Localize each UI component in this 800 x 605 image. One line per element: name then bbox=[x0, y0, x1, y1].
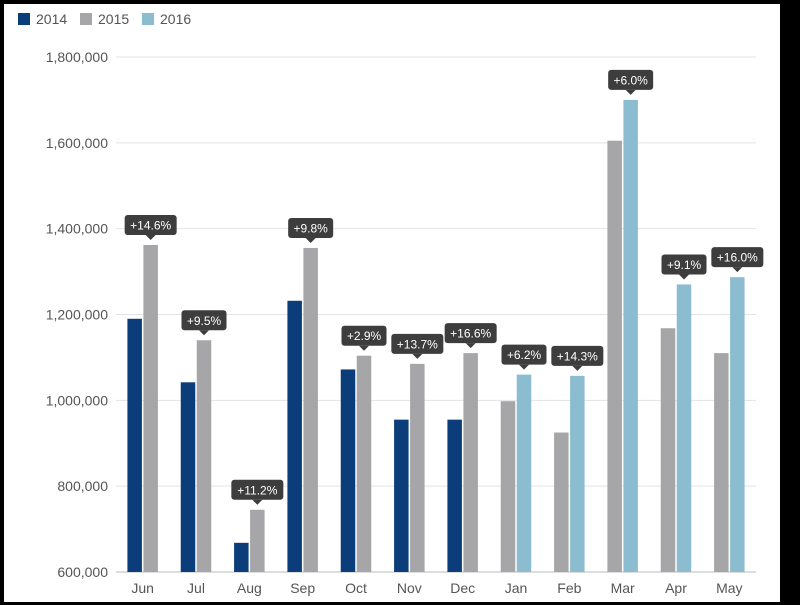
annotation-pointer bbox=[625, 89, 636, 95]
annotation-label: +14.3% bbox=[557, 349, 598, 363]
annotation-label: +9.1% bbox=[667, 258, 702, 272]
annotation-label: +6.2% bbox=[507, 348, 542, 362]
bar-oct-2015 bbox=[356, 355, 372, 572]
bar-feb-2015 bbox=[554, 432, 569, 572]
annotation-pointer bbox=[732, 267, 743, 273]
bar-apr-2015 bbox=[660, 328, 676, 572]
bar-jul-2014 bbox=[180, 382, 196, 572]
annotation-pointer bbox=[519, 364, 529, 370]
annotation-badge bbox=[711, 247, 764, 268]
x-tick-label: Sep bbox=[290, 580, 315, 596]
annotation-badge bbox=[444, 323, 497, 344]
bar-mar-2016 bbox=[623, 99, 638, 573]
annotation-pointer bbox=[305, 237, 316, 243]
y-tick-label: 1,600,000 bbox=[46, 135, 108, 151]
annotation-label: +9.8% bbox=[293, 221, 328, 235]
annotation-badge bbox=[608, 69, 654, 90]
legend-label-2015: 2015 bbox=[98, 11, 129, 27]
x-tick-label: Apr bbox=[665, 580, 687, 596]
y-tick-label: 800,000 bbox=[57, 478, 108, 494]
x-tick-label: Mar bbox=[611, 580, 635, 596]
y-tick-label: 600,000 bbox=[57, 564, 108, 580]
annotation-pointer bbox=[465, 343, 476, 349]
bar-jun-2014 bbox=[127, 318, 142, 572]
legend-label-2016: 2016 bbox=[160, 11, 191, 27]
x-tick-label: Oct bbox=[345, 580, 367, 596]
bar-nov-2014 bbox=[394, 419, 409, 572]
y-tick-label: 1,800,000 bbox=[46, 49, 108, 65]
bar-oct-2014 bbox=[340, 369, 356, 572]
bar-aug-2015 bbox=[250, 509, 265, 572]
x-tick-label: Dec bbox=[450, 580, 475, 596]
bar-jul-2015 bbox=[196, 340, 212, 572]
annotation-badge bbox=[231, 479, 284, 500]
annotation-pointer bbox=[199, 330, 209, 336]
annotation-label: +9.5% bbox=[187, 314, 222, 328]
bar-mar-2015 bbox=[607, 140, 622, 572]
annotation-badge bbox=[288, 217, 334, 238]
chart-panel: 600,000 800,000 1,000,000 1,200,000 1,400,00… bbox=[4, 4, 780, 602]
x-tick-label: Jun bbox=[131, 580, 154, 596]
bar-chart: 600,000 800,000 1,000,000 1,200,000 1,400,00… bbox=[18, 11, 764, 596]
annotation-label: +14.6% bbox=[130, 218, 171, 232]
bar-feb-2016 bbox=[570, 375, 585, 572]
annotation-label: +16.0% bbox=[717, 251, 758, 265]
legend-swatch bbox=[142, 13, 154, 25]
y-tick-label: 1,000,000 bbox=[46, 392, 108, 408]
annotation-label: +13.7% bbox=[397, 337, 438, 351]
bar-jan-2016 bbox=[516, 374, 532, 572]
y-tick-label: 1,400,000 bbox=[46, 221, 108, 237]
annotation-pointer bbox=[359, 345, 369, 351]
legend-label-2014: 2014 bbox=[36, 11, 67, 27]
y-tick-label: 1,200,000 bbox=[46, 307, 108, 323]
annotation-badge bbox=[661, 254, 707, 275]
annotation-badge bbox=[341, 325, 387, 346]
x-tick-label: Jul bbox=[187, 580, 205, 596]
annotation-badge bbox=[391, 333, 444, 354]
annotation-label: +6.0% bbox=[613, 73, 648, 87]
bar-sep-2015 bbox=[303, 247, 318, 572]
x-tick-label: Aug bbox=[237, 580, 262, 596]
annotation-badge bbox=[124, 214, 177, 235]
legend-swatch bbox=[80, 13, 92, 25]
annotation-pointer bbox=[572, 365, 583, 371]
bar-aug-2014 bbox=[234, 542, 249, 572]
annotation-pointer bbox=[252, 499, 263, 505]
annotation-label: +11.2% bbox=[237, 483, 277, 497]
annotation-badge bbox=[181, 310, 227, 331]
bar-may-2015 bbox=[714, 353, 729, 572]
annotation-pointer bbox=[679, 274, 689, 280]
bar-sep-2014 bbox=[287, 300, 302, 572]
legend-swatch bbox=[18, 13, 30, 25]
x-tick-label: Feb bbox=[557, 580, 581, 596]
bar-dec-2014 bbox=[447, 419, 462, 572]
x-tick-label: Nov bbox=[397, 580, 422, 596]
annotation-badge bbox=[551, 345, 604, 366]
bar-apr-2016 bbox=[676, 284, 692, 572]
bar-jun-2015 bbox=[143, 244, 158, 572]
bar-dec-2015 bbox=[463, 353, 478, 572]
annotation-pointer bbox=[412, 353, 423, 359]
bar-nov-2015 bbox=[410, 363, 425, 572]
annotation-label: +16.6% bbox=[450, 327, 491, 341]
annotation-badge bbox=[501, 344, 547, 365]
x-tick-label: Jan bbox=[505, 580, 528, 596]
annotation-label: +2.9% bbox=[347, 329, 382, 343]
bar-jan-2015 bbox=[500, 401, 516, 572]
bar-may-2016 bbox=[730, 277, 745, 572]
x-tick-label: May bbox=[716, 580, 742, 596]
annotation-pointer bbox=[145, 234, 156, 240]
